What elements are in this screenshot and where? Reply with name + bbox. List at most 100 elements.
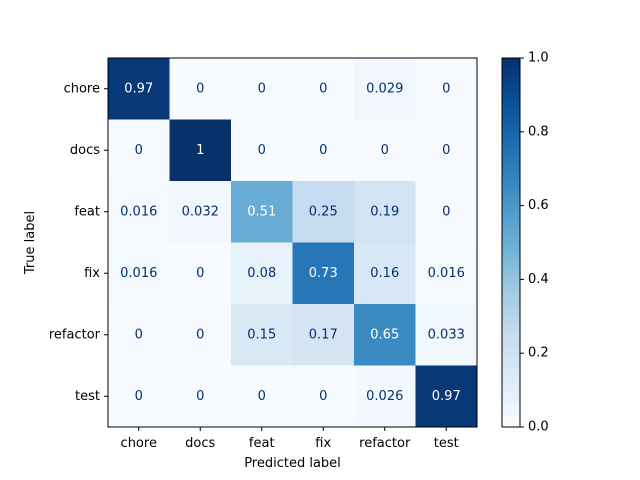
heatmap-cell [292,304,355,366]
cell-value-label: 0 [442,81,450,96]
cell-value-label: 0.65 [370,327,399,342]
heatmap-cell [231,365,293,428]
heatmap-cell [292,58,355,120]
x-tick-label: chore [121,436,157,451]
heatmap-cell [415,304,478,366]
cell-value-label: 0.19 [370,204,399,219]
x-tick-label: docs [185,436,215,451]
heatmap-cell [354,365,416,428]
heatmap-cell [415,365,478,428]
heatmap-cell [354,58,416,120]
cell-value-label: 0.032 [182,204,219,219]
cell-value-label: 0 [258,143,266,158]
plot-frame [107,57,478,428]
x-tick-label: refactor [359,436,411,451]
cell-value-label: 0 [258,389,266,404]
colorbar-tick-label: 0.2 [528,346,549,361]
heatmap-cell [415,181,478,243]
heatmap-cell [169,58,232,120]
cell-value-label: 0.033 [428,327,465,342]
cell-value-label: 0.016 [428,266,465,281]
cell-value-label: 0.026 [366,389,403,404]
heatmap-cell [354,242,416,305]
cell-value-label: 0 [319,143,327,158]
heatmap-cell [108,58,170,120]
cell-value-label: 0.15 [247,327,276,342]
y-axis-label: True label [23,211,38,275]
cell-value-label: 0.25 [309,204,338,219]
heatmap-cell [354,119,416,182]
cell-value-label: 0.016 [120,204,157,219]
cell-value-label: 0.73 [309,266,338,281]
x-axis-ticks: chore docs feat fix refactor test [121,427,459,451]
cell-value-label: 0 [135,327,143,342]
heatmap-cell [231,304,293,366]
cell-value-label: 0.97 [432,389,461,404]
colorbar [501,57,521,428]
cell-value-label: 0.029 [366,81,403,96]
y-tick-label: test [75,389,100,404]
cell-value-label: 0 [381,143,389,158]
heatmap-cell [108,119,170,182]
x-tick-label: test [434,436,459,451]
heatmap-cell [292,119,355,182]
heatmap-cell [292,365,355,428]
x-tick-label: fix [315,436,331,451]
cell-value-label: 0 [258,81,266,96]
heatmap-cell [415,58,478,120]
colorbar-tick-label: 0.8 [528,124,549,139]
heatmap-cell [169,242,232,305]
cell-value-label: 0 [319,81,327,96]
y-tick-label: chore [64,81,100,96]
colorbar-ticks: 0.0 0.2 0.4 0.6 0.8 1.0 [520,51,549,435]
heatmap-cell [169,181,232,243]
cell-value-label: 0 [135,389,143,404]
cell-value-label: 0.51 [247,204,276,219]
heatmap-cell [354,181,416,243]
cell-value-label: 0 [442,204,450,219]
heatmap-cell [169,304,232,366]
cell-value-label: 0 [442,143,450,158]
x-tick-label: feat [249,436,275,451]
heatmap-cell [415,242,478,305]
cell-value-label: 0.97 [124,81,153,96]
heatmap-cell [231,181,293,243]
cell-value-label: 0 [135,143,143,158]
heatmap-cell-labels: 0.97 0 0 0 0.029 0 0 1 0 0 0 0 0.016 0.032 0.51 0.25 0.1… [120,81,465,404]
colorbar-tick-label: 0.4 [528,272,549,287]
heatmap-cell [354,304,416,366]
cell-value-label: 0 [196,81,204,96]
heatmap-cell [231,119,293,182]
y-tick-label: feat [74,204,100,219]
cell-value-label: 0.08 [247,266,276,281]
y-tick-label: refactor [49,327,101,342]
heatmap-cell [292,242,355,305]
heatmap-cell [169,365,232,428]
cell-value-label: 0.16 [370,266,399,281]
y-tick-label: fix [84,266,100,281]
heatmap-cell [108,242,170,305]
heatmap-cell [169,119,232,182]
cell-value-label: 0.016 [120,266,157,281]
x-axis-label: Predicted label [244,456,341,471]
heatmap-cell [108,365,170,428]
heatmap-cell [292,181,355,243]
heatmap-cell [231,58,293,120]
heatmap-cell [108,304,170,366]
y-axis-ticks: chore docs feat fix refactor test [49,81,108,404]
cell-value-label: 0 [196,266,204,281]
heatmap-cell [108,181,170,243]
cell-value-label: 0 [196,327,204,342]
cell-value-label: 0.17 [309,327,338,342]
cell-value-label: 0 [319,389,327,404]
cell-value-label: 1 [196,143,204,158]
cell-value-label: 0 [196,389,204,404]
colorbar-tick-label: 0.6 [528,198,549,213]
colorbar-tick-label: 1.0 [528,51,549,66]
heatmap-cells [108,58,478,428]
colorbar-tick-label: 0.0 [528,420,549,435]
y-tick-label: docs [70,143,100,158]
heatmap-cell [415,119,478,182]
heatmap-cell [231,242,293,305]
